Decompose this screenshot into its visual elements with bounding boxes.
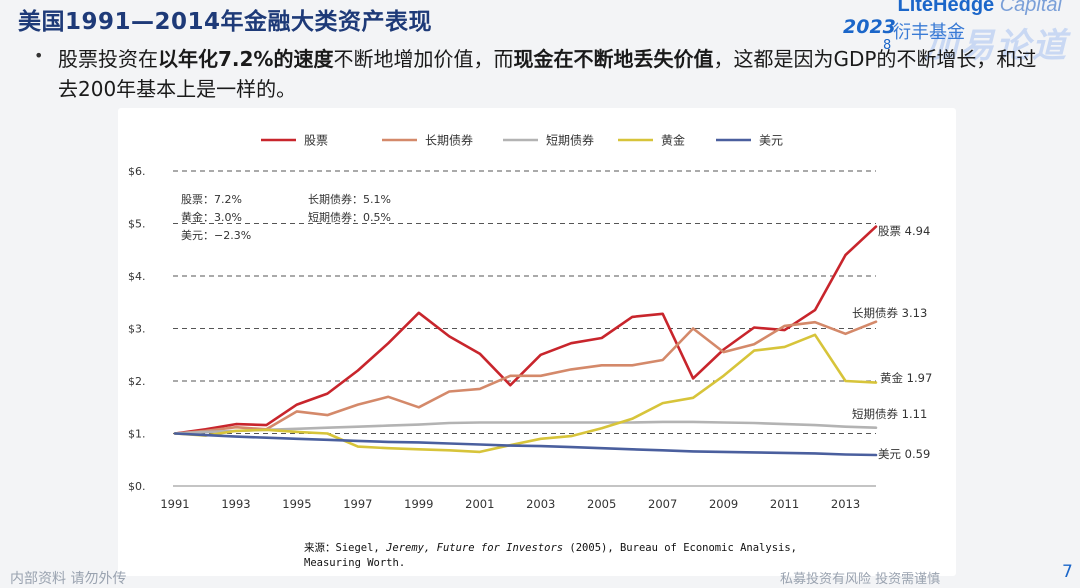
- bullet-t1: 股票投资在: [58, 47, 158, 71]
- bullet-t3: 不断地增加价值，而: [333, 47, 514, 71]
- x-tick-label: 1999: [404, 497, 433, 511]
- x-tick-label: 1991: [160, 497, 189, 511]
- x-tick-label: 1995: [282, 497, 311, 511]
- series-end-label: 股票 4.94: [878, 224, 930, 238]
- y-tick-label: $4.: [128, 270, 146, 283]
- series-end-label: 长期债券 3.13: [852, 306, 927, 320]
- annotation-text: 短期债券：0.5%: [308, 210, 391, 224]
- bullet-bold-2: 现金在不断地丢失价值: [513, 47, 714, 71]
- logo-year-sub: 8: [883, 38, 892, 53]
- legend-label: 短期债券: [546, 133, 594, 148]
- x-tick-label: 2003: [526, 497, 555, 511]
- y-tick-label: $1.: [128, 428, 146, 441]
- bullet-bold-1: 以年化7.2%的速度: [158, 47, 334, 71]
- page-number: 7: [1062, 562, 1073, 582]
- y-tick-label: $3.: [128, 323, 146, 336]
- y-tick-label: $2.: [128, 375, 146, 388]
- footer-left: 内部资料 请勿外传: [10, 571, 127, 587]
- x-tick-label: 1997: [343, 497, 372, 511]
- series-line: [173, 320, 878, 435]
- annotation-text: 美元：−2.3%: [181, 229, 251, 242]
- annotation-text: 长期债券：5.1%: [308, 192, 391, 206]
- series-line: [173, 420, 878, 435]
- annotation-text: 黄金：3.0%: [181, 210, 242, 224]
- logo-cn: 衍丰基金: [893, 22, 965, 43]
- x-tick-label: 2013: [831, 497, 860, 511]
- chart-card: $0. $1. $2. $3. $4. $5. $6. 1991 1993 1995 1997 199…: [118, 108, 956, 576]
- footer-right: 私募投资有风险 投资需谨慎: [780, 572, 941, 587]
- bullet-dot: •: [34, 46, 44, 65]
- x-tick-label: 2011: [770, 497, 799, 511]
- source-note: 来源：Siegel, Jeremy, Future for Investors …: [304, 541, 797, 554]
- y-tick-label: $6.: [128, 165, 146, 178]
- source-note-part: (2005), Bureau of Economic Analysis,: [569, 542, 797, 554]
- logo-brand-name: LiteHedge: [897, 0, 995, 16]
- y-tick-label: $0.: [128, 480, 146, 493]
- series-end-label: 黄金 1.97: [880, 371, 932, 385]
- series-line: [173, 225, 878, 435]
- chart: $0. $1. $2. $3. $4. $5. $6. 1991 1993 1995 1997 199…: [128, 133, 932, 570]
- x-tick-label: 2001: [465, 497, 494, 511]
- x-tick-label: 2007: [648, 497, 677, 511]
- logo-year: 2023: [843, 16, 896, 38]
- bullet-text: 股票投资在以年化7.2%的速度不断地增加价值，而现金在不断地丢失价值，这都是因为…: [58, 44, 1048, 104]
- source-note-line2: Measuring Worth.: [304, 557, 405, 569]
- series-line: [173, 333, 878, 454]
- x-tick-label: 2009: [709, 497, 738, 511]
- series-line: [173, 432, 878, 457]
- logo: 加易论道 LiteHedge Capital 2023 8 衍丰基金: [835, 0, 1080, 66]
- source-note-part: 来源：Siegel,: [304, 541, 386, 554]
- legend-label: 长期债券: [425, 133, 473, 148]
- x-tick-label: 1993: [221, 497, 250, 511]
- series-end-label: 美元 0.59: [878, 447, 930, 461]
- series-end-label: 短期债券 1.11: [852, 407, 927, 421]
- watermark-text: 加易论道: [924, 26, 1068, 66]
- logo-brand: LiteHedge Capital: [897, 0, 1062, 17]
- annotation-text: 股票：7.2%: [181, 193, 242, 206]
- y-tick-label: $5.: [128, 218, 146, 231]
- bullet-t5: ，这都是因为GDP的不断增长，和过去200年基本上是一样的。: [58, 47, 1037, 101]
- slide-title: 美国1991—2014年金融大类资产表现: [18, 9, 433, 35]
- x-tick-label: 2005: [587, 497, 616, 511]
- legend-label: 美元: [759, 134, 783, 148]
- legend-label: 股票: [304, 134, 328, 148]
- legend-label: 黄金: [661, 133, 685, 148]
- logo-brand-suffix: Capital: [999, 0, 1062, 16]
- source-note-part: Jeremy, Future for Investors: [385, 542, 569, 554]
